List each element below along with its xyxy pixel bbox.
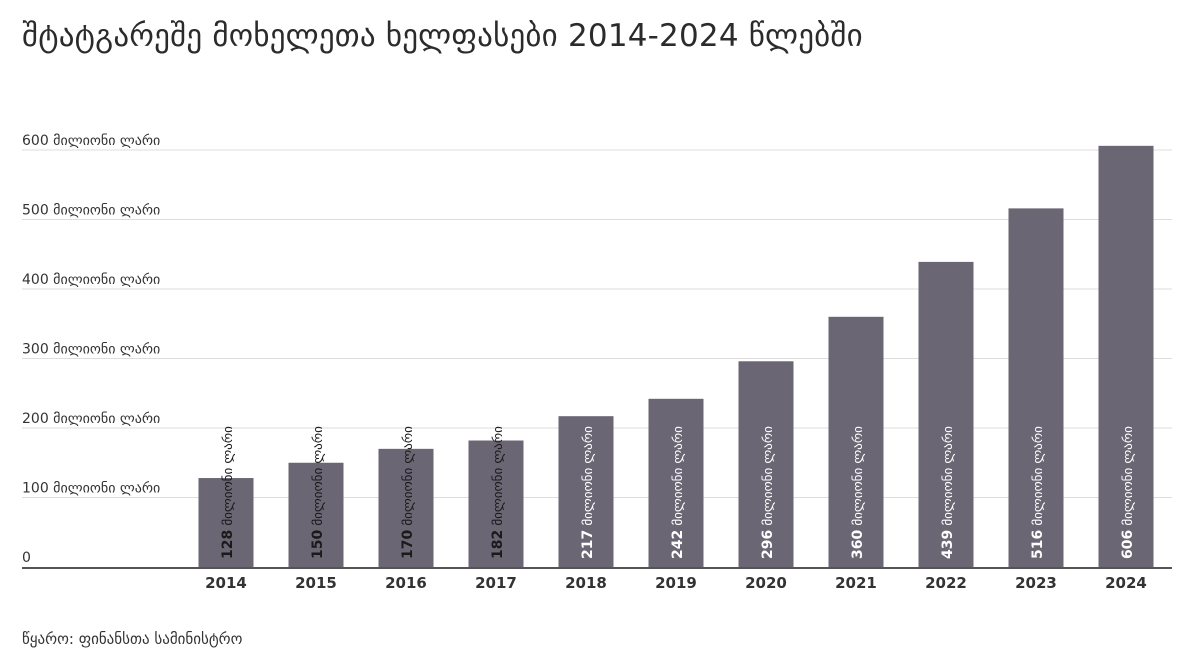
- y-tick-label: 100 მილიონი ლარი: [22, 480, 160, 497]
- x-tick-label: 2020: [745, 574, 787, 592]
- bar: [198, 478, 254, 567]
- y-tick-label: 400 მილიონი ლარი: [22, 271, 160, 288]
- x-tick-label: 2022: [925, 574, 967, 592]
- x-tick-label: 2015: [295, 574, 337, 592]
- chart-title: შტატგარეშე მოხელეთა ხელფასები 2014-2024 …: [22, 18, 863, 54]
- y-tick-label: 500 მილიონი ლარი: [22, 202, 160, 219]
- x-tick-label: 2019: [655, 574, 697, 592]
- bar: [288, 462, 344, 567]
- y-tick-label: 300 მილიონი ლარი: [22, 341, 160, 358]
- data-label: 516 მილიონი ლარი: [1030, 426, 1046, 559]
- x-tick-label: 2021: [835, 574, 877, 592]
- bar: [648, 398, 704, 567]
- source-note: წყარო: ფინანსთა სამინისტრო: [22, 630, 243, 648]
- y-tick-label: 600 მილიონი ლარი: [22, 132, 160, 149]
- x-tick-label: 2017: [475, 574, 517, 592]
- data-label: 170 მილიონი ლარი: [400, 426, 416, 559]
- data-label: 217 მილიონი ლარი: [580, 426, 596, 559]
- bar: [738, 361, 794, 567]
- x-tick-label: 2016: [385, 574, 427, 592]
- data-label: 439 მილიონი ლარი: [940, 426, 956, 559]
- bar: [828, 316, 884, 567]
- y-tick-label: 200 მილიონი ლარი: [22, 410, 160, 427]
- data-label: 606 მილიონი ლარი: [1120, 426, 1136, 559]
- bar: [378, 448, 434, 567]
- bar: [558, 416, 614, 567]
- x-tick-label: 2024: [1105, 574, 1147, 592]
- bar: [1008, 208, 1064, 567]
- x-tick-label: 2018: [565, 574, 607, 592]
- bar: [1098, 145, 1154, 567]
- x-tick-label: 2014: [205, 574, 247, 592]
- y-tick-label: 0: [22, 550, 31, 566]
- data-label: 296 მილიონი ლარი: [760, 426, 776, 559]
- bar: [468, 440, 524, 567]
- x-tick-label: 2023: [1015, 574, 1057, 592]
- data-label: 128 მილიონი ლარი: [220, 426, 236, 559]
- data-label: 360 მილიონი ლარი: [850, 426, 866, 559]
- bar: [918, 261, 974, 567]
- data-label: 182 მილიონი ლარი: [490, 426, 506, 559]
- data-label: 150 მილიონი ლარი: [310, 426, 326, 559]
- data-label: 242 მილიონი ლარი: [670, 426, 686, 559]
